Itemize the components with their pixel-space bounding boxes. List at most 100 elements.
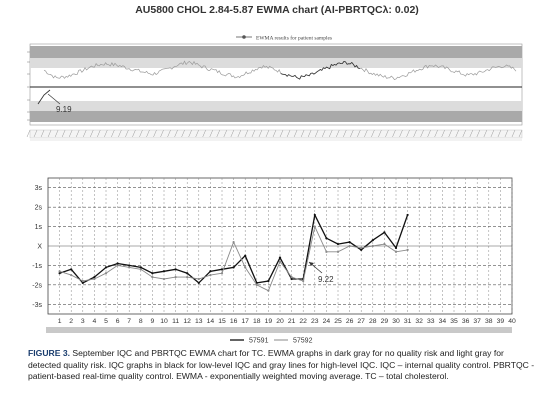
top-ewma-start xyxy=(37,89,51,105)
top-x-tick xyxy=(139,129,143,138)
x-tick-label: 13 xyxy=(195,318,203,325)
series-point-57591 xyxy=(162,270,166,273)
x-tick-label: 20 xyxy=(276,318,284,325)
top-x-tick xyxy=(307,129,312,138)
top-x-tick xyxy=(125,129,129,138)
series-point-57592 xyxy=(371,244,374,248)
series-point-57591 xyxy=(220,268,224,271)
top-x-tick xyxy=(462,129,467,138)
x-tick-label: 35 xyxy=(450,318,458,325)
top-x-tick xyxy=(265,129,270,138)
top-x-tick xyxy=(413,129,417,138)
x-tick-label: 25 xyxy=(334,318,342,325)
top-x-tick xyxy=(75,129,80,138)
top-x-tick xyxy=(427,129,431,138)
x-tick-label: 11 xyxy=(172,318,179,325)
series-point-57592 xyxy=(348,244,351,248)
series-point-57591 xyxy=(267,279,270,283)
x-tick-label: 40 xyxy=(508,318,516,325)
top-x-tick xyxy=(371,129,375,138)
x-tick-label: 15 xyxy=(218,318,226,325)
x-tick-label: 33 xyxy=(427,318,435,325)
top-x-tick xyxy=(357,129,361,138)
top-upper-band xyxy=(30,46,522,58)
x-tick-label: 6 xyxy=(116,318,120,325)
top-x-tick xyxy=(434,129,438,138)
top-x-tick xyxy=(153,129,157,138)
top-x-tick xyxy=(300,129,305,138)
top-x-tick xyxy=(82,129,87,138)
series-point-57591 xyxy=(336,242,340,246)
series-point-57592 xyxy=(406,248,409,251)
series-point-57592 xyxy=(116,264,119,267)
bottom-annotation-arrowhead xyxy=(309,262,314,266)
series-point-57592 xyxy=(197,277,200,281)
top-x-tick xyxy=(350,129,354,138)
x-tick-label: 36 xyxy=(462,318,470,325)
x-tick-label: 18 xyxy=(253,318,261,325)
x-tick-label: 39 xyxy=(497,318,505,325)
y-tick-label: 1s xyxy=(35,224,43,231)
series-point-57591 xyxy=(383,231,386,234)
x-tick-label: 22 xyxy=(299,318,307,325)
series-point-57592 xyxy=(58,270,61,273)
top-lower-light-band xyxy=(30,101,522,111)
series-point-57592 xyxy=(290,275,293,279)
top-x-tick xyxy=(483,129,488,138)
top-x-tick xyxy=(209,129,213,138)
top-x-tick xyxy=(146,129,150,138)
x-tick-label: 3 xyxy=(81,318,85,325)
top-x-tick xyxy=(47,129,52,138)
series-point-57591 xyxy=(104,266,108,269)
series-point-57592 xyxy=(174,275,177,279)
top-x-tick xyxy=(230,129,235,138)
top-legend-label: EWMA results for patient samples xyxy=(256,35,332,42)
figure-caption: FIGURE 3. September IQC and PBRTQC EWMA … xyxy=(28,348,538,383)
series-point-57591 xyxy=(93,275,96,279)
series-point-57591 xyxy=(151,272,154,275)
series-point-57591 xyxy=(209,270,212,273)
x-tick-label: 32 xyxy=(415,318,423,325)
top-x-tick xyxy=(392,129,396,138)
series-point-57592 xyxy=(162,277,166,281)
series-point-57591 xyxy=(128,264,131,267)
series-point-57591 xyxy=(348,241,351,244)
series-point-57592 xyxy=(128,266,131,269)
x-tick-label: 38 xyxy=(485,318,493,325)
series-point-57592 xyxy=(278,260,282,263)
y-tick-label: -2s xyxy=(32,282,42,289)
top-ewma-line-dark xyxy=(280,61,360,80)
series-point-57592 xyxy=(360,246,363,250)
x-tick-label: 29 xyxy=(381,318,389,325)
top-upper-light-band xyxy=(30,58,522,68)
series-point-57591 xyxy=(139,266,142,269)
series-point-57592 xyxy=(302,279,305,283)
series-point-57591 xyxy=(278,256,282,259)
y-tick-label: X xyxy=(37,244,42,251)
top-x-tick xyxy=(272,129,277,138)
series-point-57591 xyxy=(70,268,73,271)
top-x-tick xyxy=(68,129,73,138)
series-point-57591 xyxy=(313,213,316,217)
series-point-57592 xyxy=(139,268,142,271)
y-tick-label: 2s xyxy=(35,205,43,212)
series-point-57592 xyxy=(394,250,398,253)
top-x-tick xyxy=(406,129,410,138)
legend-label-57591: 57591 xyxy=(249,338,269,345)
top-x-tick xyxy=(455,129,459,138)
series-point-57592 xyxy=(336,250,340,253)
x-tick-label: 14 xyxy=(207,318,215,325)
series-point-57592 xyxy=(255,283,258,286)
top-x-tick xyxy=(490,129,495,138)
top-x-tick xyxy=(385,129,389,138)
y-tick-label: -3s xyxy=(32,302,42,309)
series-point-57591 xyxy=(81,281,84,285)
top-x-tick xyxy=(286,129,291,138)
x-tick-label: 26 xyxy=(346,318,354,325)
top-x-tick xyxy=(258,129,263,138)
top-x-tick xyxy=(97,129,101,138)
x-tick-label: 4 xyxy=(93,318,97,325)
top-x-tick xyxy=(61,129,66,138)
series-point-57592 xyxy=(81,279,84,283)
